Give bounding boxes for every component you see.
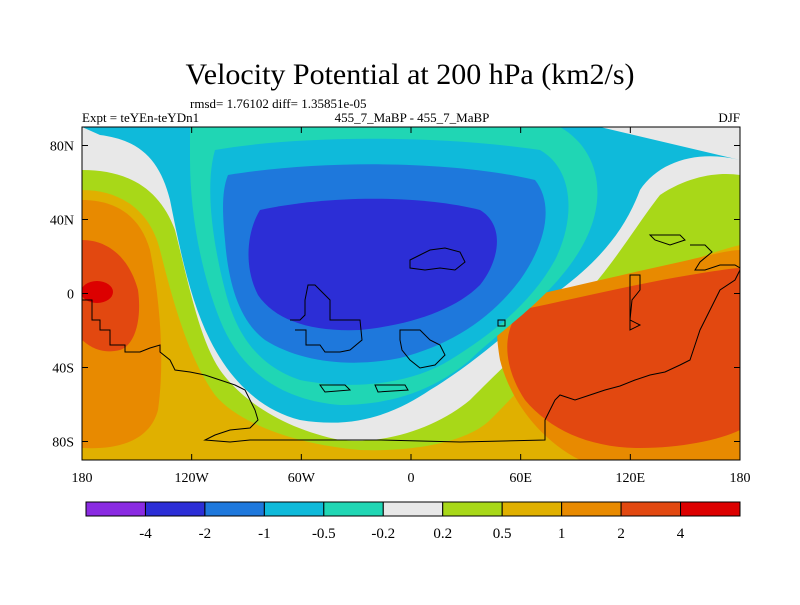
colorbar-label: 0.2 (433, 526, 452, 542)
coast-africa (290, 284, 363, 353)
colorbar-swatch (323, 501, 384, 517)
colorbar-label: -0.5 (312, 526, 336, 542)
coast-south-america (82, 269, 740, 443)
x-tick-label: 180 (730, 471, 751, 486)
coast-asia (409, 247, 466, 271)
colorbar-label: 1 (558, 526, 566, 542)
coast-small-island (497, 319, 506, 327)
x-tick-label: 120W (175, 471, 210, 486)
colorbar-swatch (620, 501, 682, 517)
colorbar-label: -0.2 (371, 526, 395, 542)
y-tick-label: 0 (67, 288, 74, 303)
chart-title: Velocity Potential at 200 hPa (km2/s) (185, 58, 634, 91)
case-label: 455_7_MaBP - 455_7_MaBP (335, 110, 490, 125)
season-label: DJF (718, 110, 740, 125)
colorbar-label: -4 (139, 526, 152, 542)
coast-islands-south (319, 384, 409, 393)
contour-field (82, 127, 740, 460)
stats-label: rmsd= 1.76102 diff= 1.35851e-05 (190, 96, 367, 111)
x-tick-label: 180 (72, 471, 93, 486)
y-tick-label: 40S (52, 362, 74, 377)
colorbar-swatch (204, 501, 265, 517)
colorbar-swatch (442, 501, 503, 517)
colorbar-label: 4 (677, 526, 685, 542)
y-tick-label: 40N (50, 214, 74, 229)
colorbar-label: -1 (258, 526, 271, 542)
x-tick-label: 0 (408, 471, 415, 486)
colorbar-label: 0.5 (493, 526, 512, 542)
x-tick-label: 60E (509, 471, 532, 486)
colorbar: -4 -2 -1 -0.5 -0.2 0.2 0.5 1 2 4 (85, 501, 741, 542)
coast-north-america (648, 234, 740, 271)
coast-east-pacific (629, 274, 642, 331)
x-axis: 180 120W 60W 0 60E 120E 180 (72, 127, 751, 486)
colorbar-swatch (382, 501, 444, 517)
experiment-label: Expt = teYEn-teYDn1 (82, 110, 199, 125)
x-tick-label: 60W (288, 471, 316, 486)
y-tick-label: 80S (52, 436, 74, 451)
colorbar-swatch (680, 501, 741, 517)
colorbar-swatch (501, 501, 563, 517)
x-tick-label: 120E (616, 471, 646, 486)
coast-maritime (399, 329, 446, 369)
y-axis: 80N 40N 0 40S 80S (50, 140, 740, 451)
colorbar-swatch (561, 501, 622, 517)
coastline-outlines (82, 234, 740, 443)
band-red-core (82, 281, 113, 303)
y-tick-label: 80N (50, 140, 74, 155)
band-red-orange (82, 240, 740, 448)
colorbar-swatch (85, 501, 146, 517)
colorbar-swatch (263, 501, 325, 517)
colorbar-swatch (144, 501, 206, 517)
band-negative-core (248, 198, 497, 331)
colorbar-label: 2 (617, 526, 625, 542)
colorbar-label: -2 (199, 526, 212, 542)
